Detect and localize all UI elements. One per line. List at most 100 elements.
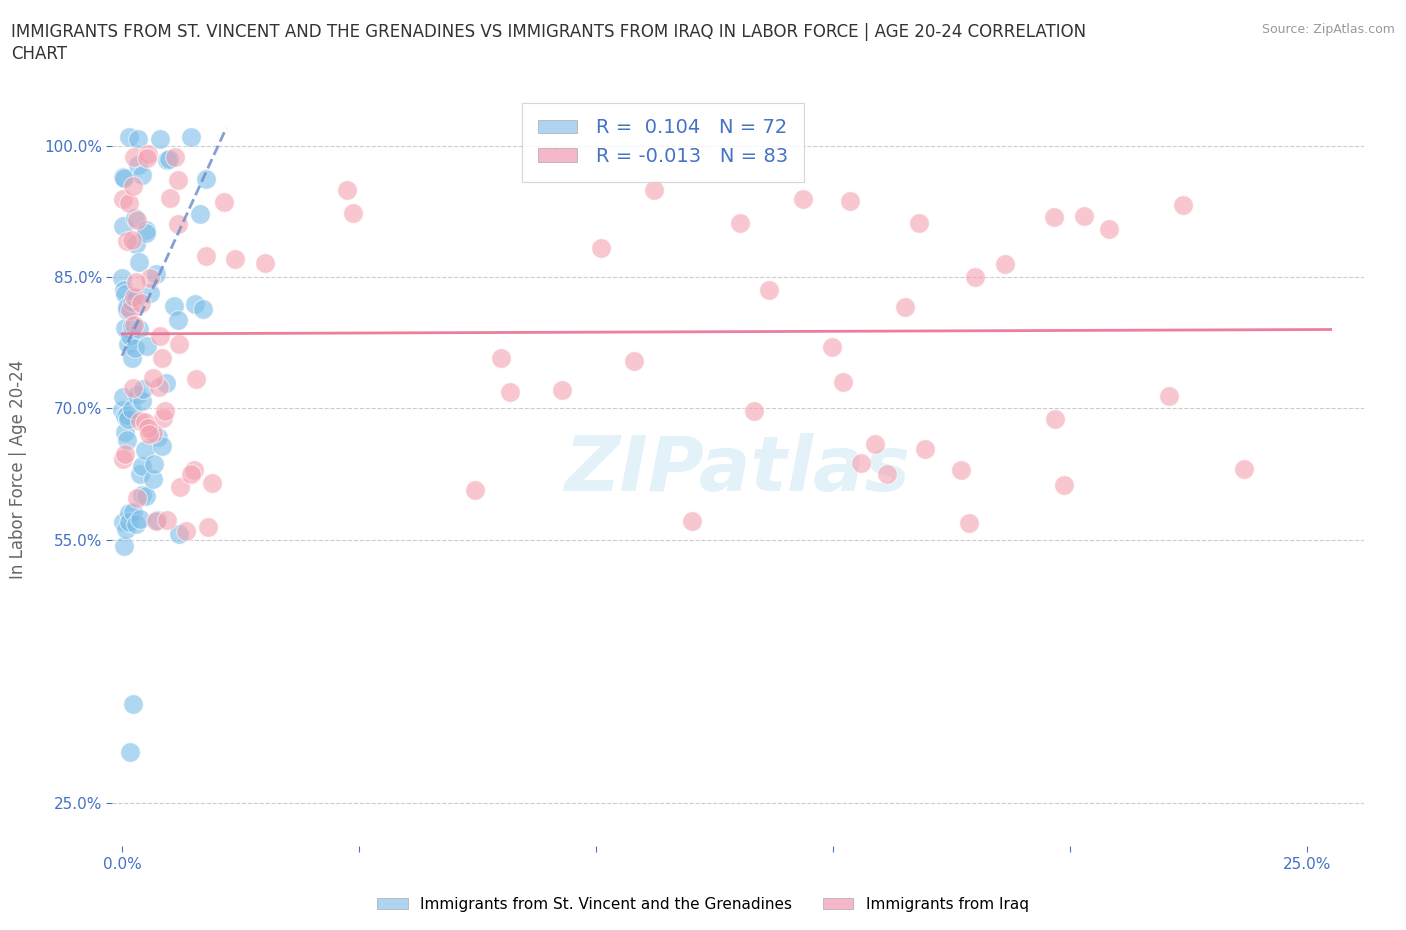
Point [114,522,136,537]
Text: Source: ZipAtlas.com: Source: ZipAtlas.com [1261,23,1395,36]
Point [111,403,134,418]
Point [120,302,142,317]
Point [195,248,218,263]
Point [112,514,135,529]
Point [131,458,153,473]
Point [166,172,188,187]
Point [142,426,165,441]
Point [190,206,212,221]
Point [963,270,986,285]
Point [914,441,936,456]
Point [157,152,180,166]
Point [121,294,143,309]
Point [949,462,972,477]
Point [1173,197,1195,212]
Point [180,466,202,481]
Point [125,388,148,403]
Point [114,424,136,439]
Point [112,218,135,232]
Point [1052,477,1074,492]
Point [1043,412,1066,427]
Point [138,271,160,286]
Point [111,390,134,405]
Point [136,339,159,353]
Point [135,226,157,241]
Point [1098,221,1121,236]
Point [131,488,153,503]
Point [118,129,141,144]
Point [114,321,136,336]
Point [849,456,872,471]
Point [131,393,153,408]
Point [115,303,138,318]
Point [128,322,150,337]
Point [174,524,197,538]
Point [591,241,613,256]
Point [155,376,177,391]
Point [121,318,143,333]
Point [138,286,160,301]
Point [863,436,886,451]
Point [112,539,135,554]
Point [125,213,148,228]
Point [197,520,219,535]
Point [167,217,190,232]
Point [163,150,186,165]
Point [115,407,138,422]
Point [122,380,145,395]
Point [821,339,844,354]
Point [117,506,139,521]
Point [125,275,148,290]
Point [681,513,703,528]
Point [127,131,149,146]
Point [142,370,165,385]
Point [150,351,173,365]
Point [838,193,860,208]
Point [131,167,153,182]
Point [112,171,135,186]
Point [832,374,855,389]
Point [146,512,169,527]
Point [193,301,215,316]
Point [169,480,191,495]
Point [145,513,167,528]
Point [142,472,165,486]
Point [120,745,142,760]
Point [184,297,207,312]
Point [134,443,156,458]
Point [1073,209,1095,224]
Point [167,526,190,541]
Point [115,432,138,447]
Point [183,462,205,477]
Point [135,151,157,166]
Point [129,296,152,311]
Point [195,171,218,186]
Point [112,170,135,185]
Point [134,415,156,430]
Y-axis label: In Labor Force | Age 20-24: In Labor Force | Age 20-24 [10,360,27,579]
Point [129,512,152,526]
Point [876,466,898,481]
Point [758,283,780,298]
Point [122,290,145,305]
Point [118,514,141,529]
Point [149,328,172,343]
Point [122,150,145,165]
Point [167,337,190,352]
Point [159,191,181,206]
Point [121,351,143,365]
Point [125,517,148,532]
Point [128,255,150,270]
Point [112,192,135,206]
Text: ZIPatlas: ZIPatlas [565,432,911,507]
Point [114,446,136,461]
Point [146,430,169,445]
Point [118,195,141,210]
Point [138,427,160,442]
Point [153,404,176,418]
Point [156,153,179,167]
Point [623,353,645,368]
Point [643,183,665,198]
Point [112,451,135,466]
Point [150,439,173,454]
